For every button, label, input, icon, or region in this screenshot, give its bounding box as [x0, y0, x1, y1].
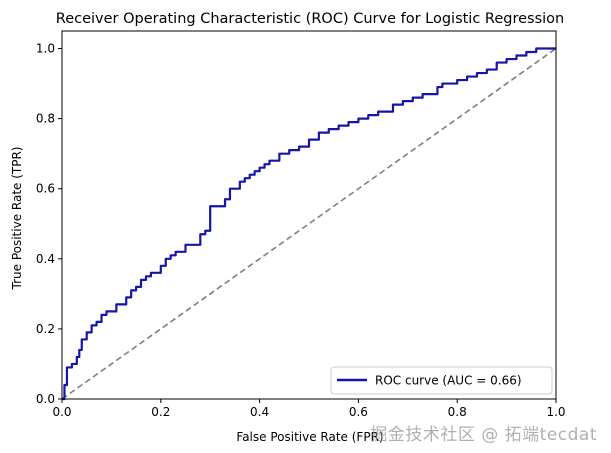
plot-area [61, 47, 557, 401]
chart-title: Receiver Operating Characteristic (ROC) … [56, 11, 564, 27]
legend-label: ROC curve (AUC = 0.66) [375, 374, 522, 388]
x-axis-label: False Positive Rate (FPR) [236, 430, 383, 444]
legend: ROC curve (AUC = 0.66) [330, 366, 553, 395]
legend-box [330, 366, 553, 395]
plot-frame [61, 30, 557, 400]
x-tick-label: 1.0 [546, 405, 565, 419]
y-tick-label: 0.8 [36, 112, 55, 126]
y-tick-label: 1.0 [36, 42, 55, 56]
y-tick-label: 0.6 [36, 182, 55, 196]
y-tick-label: 0.4 [36, 252, 55, 266]
chance-diagonal-line [61, 47, 557, 400]
x-tick-label: 0.0 [52, 405, 71, 419]
axes: 0.0 0.2 0.4 0.6 0.8 1.0 0.0 0.2 0.4 0.6 0.8 1.0 [36, 30, 566, 419]
x-tick-label: 0.4 [250, 405, 269, 419]
y-tick-label: 0.2 [36, 322, 55, 336]
x-tick-label: 0.6 [349, 405, 368, 419]
y-axis-label: True Positive Rate (TPR) [10, 147, 24, 291]
watermark: 掘金技术社区 @ 拓端tecdat [370, 425, 597, 445]
y-tick-label: 0.0 [36, 392, 55, 406]
x-tick-label: 0.8 [448, 405, 467, 419]
roc-curve-line [62, 47, 556, 401]
x-tick-label: 0.2 [151, 405, 170, 419]
